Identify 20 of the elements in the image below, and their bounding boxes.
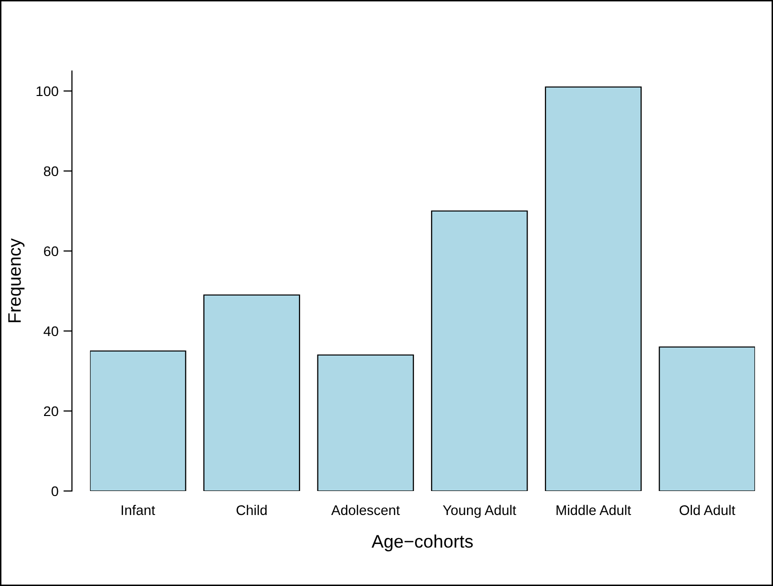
x-tick-label: Old Adult	[680, 504, 736, 516]
bar	[544, 86, 642, 491]
bar	[317, 354, 414, 491]
bar	[431, 210, 528, 491]
bar	[658, 346, 755, 491]
x-tick-label: Child	[236, 504, 267, 516]
x-tick-label: Adolescent	[331, 504, 400, 516]
x-tick-label: Young Adult	[442, 504, 516, 518]
y-tick-label: 40	[44, 326, 58, 336]
y-tick-label: 20	[44, 406, 58, 416]
y-tick-label: 0	[52, 486, 58, 496]
y-tick-label: 100	[36, 86, 58, 96]
bar	[90, 350, 186, 491]
x-tick-label: Middle Adult	[556, 504, 632, 516]
x-tick-label: Infant	[122, 504, 156, 516]
y-tick-label: 60	[44, 246, 58, 256]
y-tick-label: 80	[44, 166, 58, 176]
x-axis-title: Age−cohorts	[372, 534, 473, 552]
bar	[203, 294, 300, 491]
y-axis-title: Frequency	[8, 238, 24, 322]
